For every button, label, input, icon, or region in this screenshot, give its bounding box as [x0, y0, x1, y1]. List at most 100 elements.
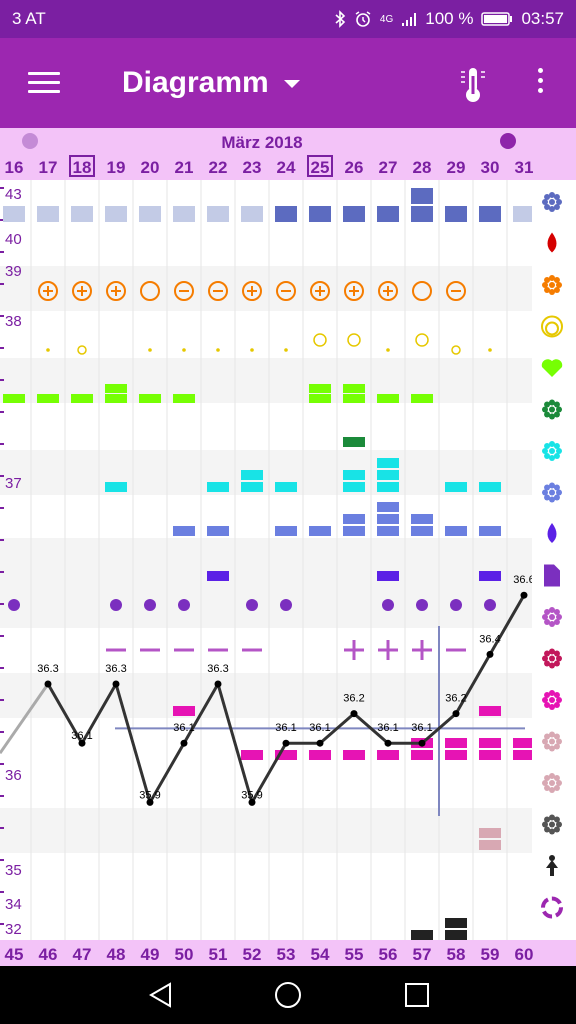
yellow-ring — [347, 333, 361, 347]
cycle-chart[interactable]: März 2018 16 17 18 19 20 21 22 23 24 25 26 27 28 29 30 3… — [0, 128, 576, 966]
temperature-value-label: 36.2 — [445, 693, 466, 705]
figure-icon — [542, 441, 562, 461]
today-box — [307, 155, 333, 177]
green-bar — [3, 394, 25, 403]
day-label: 16 — [5, 158, 24, 177]
temperature-point — [78, 739, 86, 747]
temperature-point — [180, 739, 188, 747]
yellow-dot — [182, 348, 186, 352]
blue-bar — [377, 514, 399, 524]
date-header — [0, 128, 576, 180]
magenta-bar — [513, 750, 535, 760]
purple-dot — [450, 599, 462, 611]
magenta-bar — [343, 750, 365, 760]
temperature-value-label: 36.1 — [275, 722, 296, 734]
day-label: 18 — [73, 158, 92, 177]
magenta-bar — [479, 738, 501, 748]
mucus-minus — [276, 281, 296, 301]
mucus-plus — [38, 281, 58, 301]
mucus-circle — [140, 281, 160, 301]
temperature-value-label: 36.1 — [173, 722, 194, 734]
black-block — [411, 930, 433, 940]
day-label: 20 — [141, 158, 160, 177]
drop-icon — [547, 232, 557, 253]
cycle-day-footer — [0, 940, 576, 966]
cycle-day-label: 50 — [175, 945, 194, 964]
day-label: 19 — [107, 158, 126, 177]
day-label: 22 — [209, 158, 228, 177]
yellow-dot — [216, 348, 220, 352]
temperature-value-label: 36.1 — [377, 722, 398, 734]
month-start-dot — [22, 133, 38, 149]
blue-bar — [411, 526, 433, 536]
y-axis-label: 40 — [5, 231, 22, 248]
today-box — [69, 155, 95, 177]
day-label: 30 — [481, 158, 500, 177]
green-bar — [377, 394, 399, 403]
rings-icon — [541, 315, 563, 338]
home-icon[interactable] — [273, 980, 303, 1010]
page-title[interactable]: Diagramm — [122, 66, 269, 99]
cycle-day-label: 47 — [73, 945, 92, 964]
cyan-bar — [479, 482, 501, 492]
dropdown-arrow-icon[interactable] — [284, 80, 300, 88]
cyan-bar — [377, 458, 399, 468]
green-bar — [343, 394, 365, 403]
overflow-menu-icon[interactable] — [534, 68, 546, 98]
cyan-bar — [377, 470, 399, 480]
y-axis-label: 32 — [5, 921, 22, 938]
temperature-value-label: 36.3 — [207, 663, 228, 675]
temperature-point — [418, 739, 426, 747]
app-bar: Diagramm — [0, 38, 576, 128]
y-axis-label: 38 — [5, 313, 22, 330]
yellow-dot — [250, 348, 254, 352]
top-block-light — [513, 206, 535, 222]
blue-bar — [411, 514, 433, 524]
cycle-day-label: 55 — [345, 945, 364, 964]
cycle-day-label: 45 — [5, 945, 24, 964]
side-panel — [532, 180, 576, 940]
cyan-bar — [343, 470, 365, 480]
cyan-bar — [445, 482, 467, 492]
magenta-bar — [411, 750, 433, 760]
cyan-bar — [275, 482, 297, 492]
temperature-point — [486, 650, 494, 658]
temperature-point — [384, 739, 392, 747]
flower-icon — [542, 192, 562, 212]
status-bar: 3 AT 4G 100 % 03:57 — [0, 0, 576, 38]
blue-bar — [343, 514, 365, 524]
purple-dot — [144, 599, 156, 611]
mucus-plus — [242, 281, 262, 301]
breast-icon — [542, 690, 562, 710]
magenta-bar — [445, 738, 467, 748]
blue-bar — [173, 526, 195, 536]
menu-icon[interactable] — [28, 72, 60, 94]
carrier-label: 3 AT — [12, 9, 46, 28]
cycle-day-label: 49 — [141, 945, 160, 964]
magenta-bar — [513, 738, 535, 748]
cycle-day-label: 54 — [311, 945, 330, 964]
purple-dot — [178, 599, 190, 611]
green-bar — [309, 394, 331, 403]
blue-bar — [377, 502, 399, 512]
blue-bar — [445, 526, 467, 536]
network-label: 4G — [379, 13, 394, 25]
recents-icon[interactable] — [402, 980, 432, 1010]
cycle-day-label: 48 — [107, 945, 126, 964]
month-end-dot — [500, 133, 516, 149]
magenta-bar — [241, 750, 263, 760]
thermometer-icon[interactable] — [458, 64, 488, 104]
cycle-day-label: 51 — [209, 945, 228, 964]
top-block-dark — [275, 206, 297, 222]
temperature-value-label: 35.9 — [241, 789, 262, 801]
day-label: 27 — [379, 158, 398, 177]
magenta-bar — [445, 750, 467, 760]
temperature-value-label: 36.2 — [343, 693, 364, 705]
day-label: 25 — [311, 158, 330, 177]
mucus-plus — [378, 281, 398, 301]
dots-flower-icon — [542, 814, 562, 835]
temperature-point — [214, 680, 222, 688]
top-block-light — [173, 206, 195, 222]
back-icon[interactable] — [146, 980, 176, 1010]
magenta-bar — [479, 706, 501, 716]
